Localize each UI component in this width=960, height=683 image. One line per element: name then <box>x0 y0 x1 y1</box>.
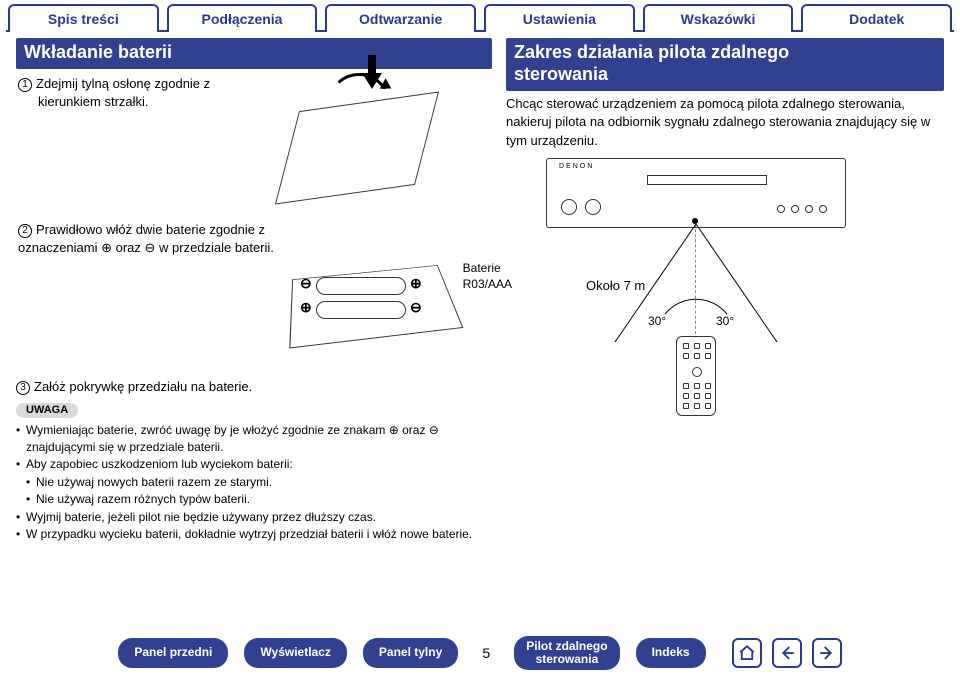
step1-line2: kierunkiem strzałki. <box>38 93 266 111</box>
page-number: 5 <box>474 645 498 661</box>
step3-text: Załóż pokrywkę przedziału na baterie. <box>34 379 252 394</box>
figure-insert-batteries: ⊖ ⊕ ⊕ ⊖ BaterieR03/AAA <box>282 225 512 365</box>
step2-text: Prawidłowo włóż dwie baterie zgodnie z o… <box>18 222 274 255</box>
figure-remove-cover <box>277 73 457 203</box>
angle-left: 30° <box>648 314 666 328</box>
minus-icon: ⊖ <box>300 275 312 292</box>
right-description: Chcąc sterować urządzeniem za pomocą pil… <box>506 95 944 150</box>
note-2b: Nie używaj razem różnych typów baterii. <box>16 491 492 508</box>
left-title: Wkładanie baterii <box>16 38 492 69</box>
note-4: W przypadku wycieku baterii, dokładnie w… <box>16 526 492 543</box>
battery-type-label: BaterieR03/AAA <box>463 261 512 292</box>
footer-rear-panel[interactable]: Panel tylny <box>363 638 458 668</box>
note-3: Wyjmij baterie, jeżeli pilot nie będzie … <box>16 509 492 526</box>
tab-tips[interactable]: Wskazówki <box>643 4 794 32</box>
figure-remote-range: DENON Około 7 m 30° 30° <box>506 158 896 358</box>
footer-remote[interactable]: Pilot zdalnego sterowania <box>514 636 619 670</box>
angle-right: 30° <box>716 314 734 328</box>
tab-playback[interactable]: Odtwarzanie <box>325 4 476 32</box>
prev-page-icon[interactable] <box>772 638 802 668</box>
note-2a: Nie używaj nowych baterii razem ze stary… <box>16 474 492 491</box>
step-3: 3 Załóż pokrywkę przedziału na baterie. <box>16 379 492 395</box>
note-1: Wymieniając baterie, zwróć uwagę by je w… <box>16 422 492 457</box>
minus-icon: ⊖ <box>410 299 422 316</box>
plus-icon: ⊕ <box>410 275 422 292</box>
tab-appendix[interactable]: Dodatek <box>801 4 952 32</box>
note-2: Aby zapobiec uszkodzeniom lub wyciekom b… <box>16 456 492 473</box>
top-tabs: Spis treści Podłączenia Odtwarzanie Usta… <box>0 0 960 32</box>
tab-connections[interactable]: Podłączenia <box>167 4 318 32</box>
tab-settings[interactable]: Ustawienia <box>484 4 635 32</box>
notes-list: Wymieniając baterie, zwróć uwagę by je w… <box>16 422 492 544</box>
remote-icon <box>676 336 716 416</box>
left-column: Wkładanie baterii 1 Zdejmij tylną osłonę … <box>16 38 492 543</box>
right-column: Zakres działania pilota zdalnegosterowan… <box>506 38 944 543</box>
step1-line1: Zdejmij tylną osłonę zgodnie z <box>36 76 210 91</box>
note-badge: UWAGA <box>16 403 78 418</box>
tab-contents[interactable]: Spis treści <box>8 4 159 32</box>
footer-front-panel[interactable]: Panel przedni <box>118 638 228 668</box>
num-2-icon: 2 <box>18 224 32 238</box>
plus-icon: ⊕ <box>300 299 312 316</box>
num-3-icon: 3 <box>16 381 30 395</box>
footer-index[interactable]: Indeks <box>636 638 706 668</box>
footer-nav: Panel przedni Wyświetlacz Panel tylny 5 … <box>0 631 960 675</box>
num-1-icon: 1 <box>18 78 32 92</box>
step-2: 2Prawidłowo włóż dwie baterie zgodnie z … <box>18 221 276 257</box>
distance-label: Około 7 m <box>586 278 645 293</box>
footer-display[interactable]: Wyświetlacz <box>244 638 346 668</box>
next-page-icon[interactable] <box>812 638 842 668</box>
home-icon[interactable] <box>732 638 762 668</box>
right-title: Zakres działania pilota zdalnegosterowan… <box>506 38 944 91</box>
device-brand: DENON <box>559 163 594 170</box>
step-1: 1 Zdejmij tylną osłonę zgodnie z kierunki… <box>18 75 266 111</box>
